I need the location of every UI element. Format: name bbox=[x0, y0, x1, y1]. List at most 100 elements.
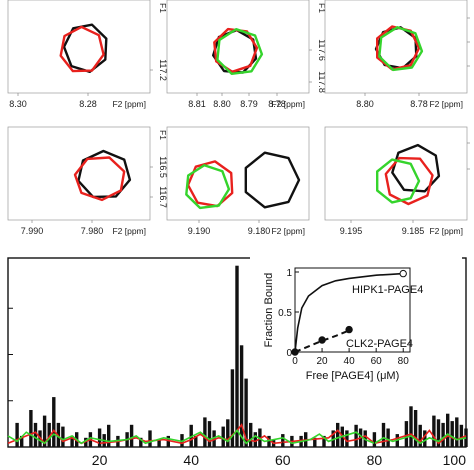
bar-91 bbox=[423, 430, 427, 447]
panel-frame bbox=[166, 0, 310, 94]
contour-black bbox=[77, 149, 132, 199]
y-axis-label: F1 bbox=[317, 3, 327, 13]
x-tick-label: 9.190 bbox=[188, 226, 211, 236]
bar-44 bbox=[207, 421, 212, 447]
inset-x-axis-label: Free [PAGE4] (μM) bbox=[306, 370, 400, 382]
bar-93 bbox=[432, 415, 436, 447]
bar-76 bbox=[354, 424, 358, 447]
bar-33 bbox=[157, 439, 161, 447]
contour-green bbox=[378, 26, 424, 72]
bar-2 bbox=[15, 422, 19, 447]
x-tick-label: 60 bbox=[275, 452, 291, 468]
bar-41 bbox=[194, 435, 198, 447]
y-axis-label: F1 bbox=[158, 130, 168, 140]
x-tick-label: 100 bbox=[443, 452, 467, 468]
nmr-panel-4: 7.990 7.980 F2 [ppm] 116.5 116.7 F1 bbox=[7, 126, 168, 236]
x-tick-label: 9.195 bbox=[340, 226, 363, 236]
x-axis-label: F2 [ppm] bbox=[271, 226, 305, 236]
x-tick-label: 8.30 bbox=[9, 99, 27, 109]
bar-5 bbox=[29, 410, 33, 447]
inset-series-1 bbox=[294, 272, 404, 353]
bar-99 bbox=[459, 424, 464, 447]
y-tick-label: 117.2 bbox=[158, 59, 168, 81]
bar-20 bbox=[97, 428, 102, 447]
bar-83 bbox=[386, 428, 390, 447]
x-axis-label: F2 [ppm] bbox=[429, 226, 463, 236]
x-tick-label: 9.180 bbox=[248, 226, 271, 236]
bar-57 bbox=[267, 435, 271, 447]
inset-marker bbox=[345, 325, 353, 334]
bar-48 bbox=[226, 419, 230, 448]
inset-y-axis-label: Fraction Bound bbox=[263, 273, 275, 348]
x-tick-label: 8.79 bbox=[240, 99, 258, 109]
bar-49 bbox=[230, 369, 235, 447]
contour-green bbox=[376, 158, 421, 204]
bar-chart: 20 40 60 80 100 bbox=[7, 257, 468, 468]
bar-98 bbox=[455, 417, 459, 447]
x-tick-label: 40 bbox=[183, 452, 199, 468]
y-axis-label: F1 bbox=[158, 3, 168, 13]
bar-43 bbox=[203, 417, 207, 447]
bar-10 bbox=[52, 397, 56, 447]
y-tick-label: 117.8 bbox=[317, 71, 327, 93]
bar-53 bbox=[249, 422, 253, 447]
inset-x-tick-label: 60 bbox=[371, 356, 383, 367]
bar-71 bbox=[331, 430, 335, 447]
bar-35 bbox=[166, 435, 170, 447]
x-tick-label: 80 bbox=[367, 452, 383, 468]
x-tick-label: 20 bbox=[92, 452, 108, 468]
bar-69 bbox=[322, 435, 326, 447]
bar-40 bbox=[189, 424, 193, 447]
nmr-panel-5: 9.190 9.180 F2 [ppm] bbox=[166, 126, 310, 236]
bar-97 bbox=[450, 421, 454, 447]
bar-96 bbox=[446, 413, 450, 447]
inset-frame bbox=[294, 267, 411, 353]
contour-red bbox=[73, 156, 126, 202]
contour-red bbox=[384, 156, 434, 206]
bar-50 bbox=[235, 265, 239, 447]
bar-67 bbox=[313, 437, 317, 448]
inset-y-tick-label: 0 bbox=[286, 348, 292, 359]
inset-y-tick-label: 0.5 bbox=[278, 308, 292, 319]
contour-black bbox=[244, 151, 301, 209]
contour-green bbox=[216, 28, 264, 76]
bar-82 bbox=[381, 422, 386, 447]
inset-x-tick-label: 20 bbox=[316, 356, 328, 367]
x-tick-label: 8.80 bbox=[213, 99, 231, 109]
bar-31 bbox=[148, 430, 152, 447]
bar-17 bbox=[84, 437, 88, 448]
panel-frame bbox=[166, 126, 310, 221]
inset-background bbox=[250, 256, 462, 396]
x-tick-label: 9.185 bbox=[402, 226, 425, 236]
bar-9 bbox=[47, 422, 51, 447]
binding-inset: 0 20 40 60 80 0 0.5 1 Free [PAGE4] (μM) Fraction … bbox=[250, 256, 462, 396]
y-tick-label: 116.5 bbox=[158, 156, 168, 178]
inset-marker bbox=[318, 336, 326, 344]
contour-green bbox=[185, 164, 231, 210]
bar-6 bbox=[33, 422, 38, 447]
bar-14 bbox=[70, 435, 74, 447]
inset-x-tick-label: 80 bbox=[398, 356, 410, 367]
x-tick-label: 8.78 bbox=[268, 99, 286, 109]
bar-90 bbox=[418, 424, 422, 447]
panel-frame bbox=[324, 126, 468, 221]
bar-60 bbox=[281, 434, 285, 447]
y-tick-label: 117.6 bbox=[317, 39, 327, 61]
bar-88 bbox=[409, 406, 413, 447]
x-tick-label: 8.80 bbox=[356, 99, 374, 109]
inset-series-label: HIPK1-PAGE4 bbox=[352, 284, 423, 296]
x-tick-label: 7.980 bbox=[81, 226, 104, 236]
panel-frame bbox=[7, 0, 151, 94]
bar-51 bbox=[239, 345, 244, 448]
x-tick-label: 8.78 bbox=[410, 99, 428, 109]
bar-94 bbox=[436, 419, 441, 448]
bar-100 bbox=[464, 428, 468, 447]
panel-frame bbox=[324, 0, 468, 94]
bar-72 bbox=[336, 422, 340, 447]
x-axis-label: F2 [ppm] bbox=[429, 99, 463, 109]
x-tick-label: 8.28 bbox=[79, 99, 97, 109]
x-axis-label: F2 [ppm] bbox=[271, 99, 305, 109]
